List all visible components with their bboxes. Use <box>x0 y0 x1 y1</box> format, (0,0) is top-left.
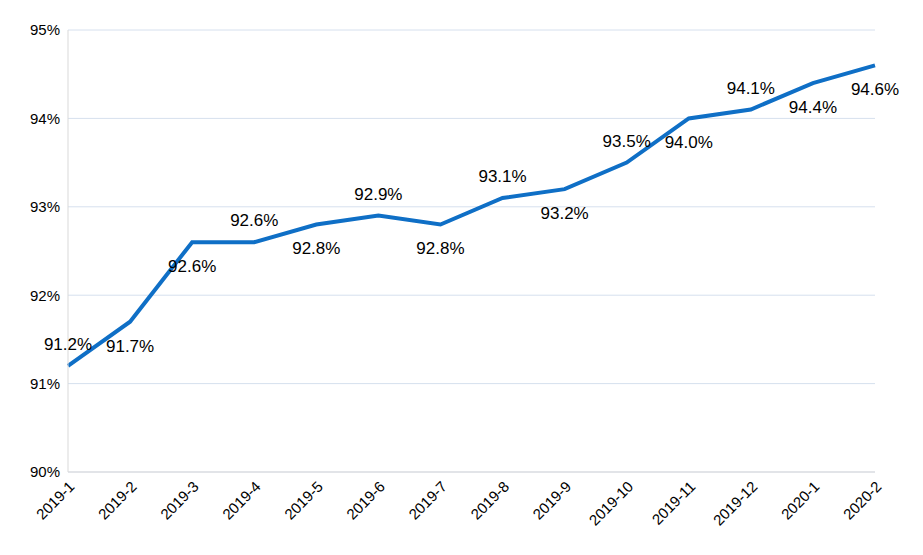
svg-text:91.7%: 91.7% <box>106 337 154 356</box>
svg-text:92.6%: 92.6% <box>168 257 216 276</box>
svg-text:2020-1: 2020-1 <box>778 478 823 523</box>
svg-text:93.5%: 93.5% <box>603 132 651 151</box>
svg-text:91.2%: 91.2% <box>44 335 92 354</box>
svg-text:92.9%: 92.9% <box>354 185 402 204</box>
svg-text:92%: 92% <box>30 287 60 304</box>
svg-text:94.6%: 94.6% <box>851 80 899 99</box>
svg-text:2020-2: 2020-2 <box>840 478 885 523</box>
svg-text:93.2%: 93.2% <box>541 204 589 223</box>
svg-text:94.0%: 94.0% <box>665 133 713 152</box>
svg-text:91%: 91% <box>30 375 60 392</box>
svg-text:2019-5: 2019-5 <box>281 478 326 523</box>
svg-text:93%: 93% <box>30 198 60 215</box>
svg-text:94.4%: 94.4% <box>789 98 837 117</box>
svg-text:93.1%: 93.1% <box>478 167 526 186</box>
svg-text:2019-7: 2019-7 <box>405 478 450 523</box>
svg-text:2019-4: 2019-4 <box>219 478 264 523</box>
svg-text:92.6%: 92.6% <box>230 211 278 230</box>
svg-text:2019-6: 2019-6 <box>343 478 388 523</box>
svg-text:2019-9: 2019-9 <box>529 478 574 523</box>
svg-text:2019-11: 2019-11 <box>648 478 698 528</box>
svg-text:92.8%: 92.8% <box>292 239 340 258</box>
svg-text:92.8%: 92.8% <box>416 239 464 258</box>
svg-text:2019-3: 2019-3 <box>157 478 202 523</box>
svg-text:90%: 90% <box>30 463 60 480</box>
svg-text:94%: 94% <box>30 110 60 127</box>
svg-text:2019-12: 2019-12 <box>710 478 761 529</box>
svg-text:94.1%: 94.1% <box>727 79 775 98</box>
svg-text:2019-10: 2019-10 <box>585 478 636 529</box>
svg-text:2019-2: 2019-2 <box>95 478 140 523</box>
svg-text:2019-8: 2019-8 <box>467 478 512 523</box>
svg-text:95%: 95% <box>30 21 60 38</box>
svg-text:2019-1: 2019-1 <box>33 478 78 523</box>
